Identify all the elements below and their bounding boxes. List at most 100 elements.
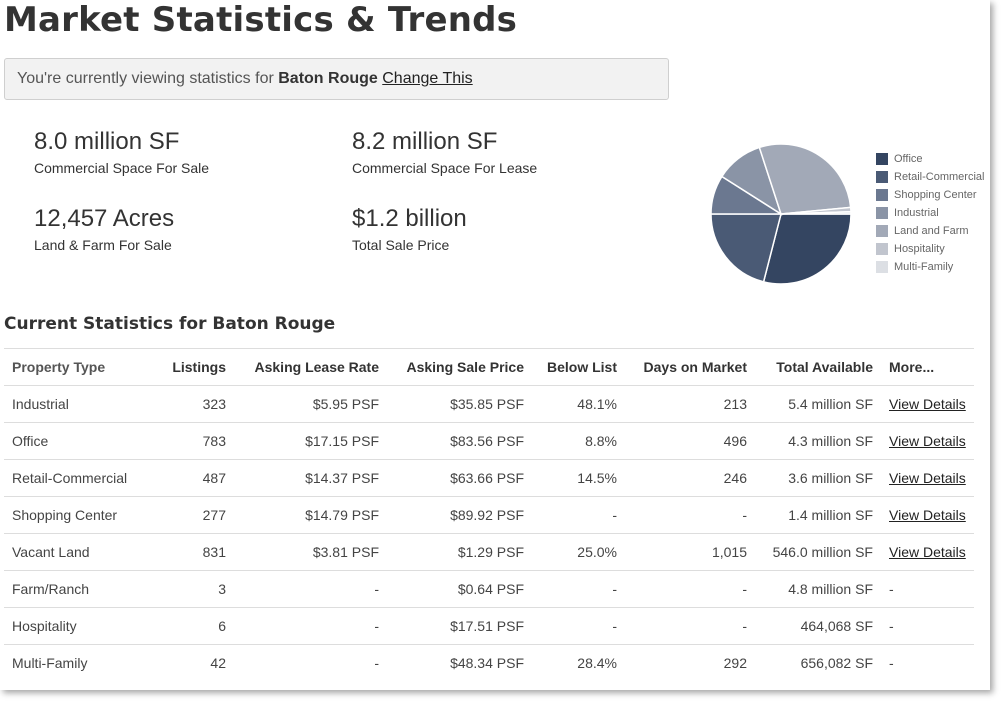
col-asking-lease-rate: Asking Lease Rate [234,348,387,386]
cell-more: - [881,570,974,608]
cell-asking-lease-rate: $5.95 PSF [234,385,387,423]
cell-asking-lease-rate: $14.37 PSF [234,459,387,497]
cell-days-on-market: - [625,570,755,608]
legend-swatch [876,225,888,237]
view-details-link[interactable]: View Details [889,470,966,486]
change-location-link[interactable]: Change This [382,70,473,87]
property-type-pie-chart [710,143,852,285]
cell-days-on-market: 292 [625,644,755,681]
stat-value: 8.0 million SF [34,128,180,155]
cell-below-list: - [532,570,625,608]
cell-total-available: 1.4 million SF [755,496,881,534]
table-row: Vacant Land 831 $3.81 PSF $1.29 PSF 25.0% 1,0… [4,533,974,571]
legend-swatch [876,189,888,201]
cell-asking-sale-price: $63.66 PSF [387,459,532,497]
stat-value: 8.2 million SF [352,128,498,155]
view-details-link[interactable]: View Details [889,544,966,560]
statistics-table: Property Type Listings Asking Lease Rate… [4,348,974,681]
cell-more: View Details [881,496,974,534]
cell-total-available: 5.4 million SF [755,385,881,423]
view-details-link[interactable]: View Details [889,433,966,449]
legend-item: Shopping Center [876,186,984,204]
cell-property-type: Hospitality [4,607,150,645]
cell-total-available: 546.0 million SF [755,533,881,571]
cell-property-type: Farm/Ranch [4,570,150,608]
stat-total-sale-price: $1.2 billion Total Sale Price [352,205,467,253]
cell-asking-lease-rate: $3.81 PSF [234,533,387,571]
cell-total-available: 464,068 SF [755,607,881,645]
cell-asking-sale-price: $83.56 PSF [387,422,532,460]
cell-total-available: 656,082 SF [755,644,881,681]
pie-slice-retail-commercial [710,213,782,283]
location-prefix: You're currently viewing statistics for [17,70,274,87]
table-row: Retail-Commercial 487 $14.37 PSF $63.66 PSF… [4,459,974,497]
cell-asking-sale-price: $89.92 PSF [387,496,532,534]
cell-property-type: Multi-Family [4,644,150,681]
table-body: Industrial 323 $5.95 PSF $35.85 PSF 48.1% 213… [4,385,974,681]
legend-label: Shopping Center [894,189,977,201]
cell-asking-lease-rate: $14.79 PSF [234,496,387,534]
stat-for-lease: 8.2 million SF Commercial Space For Leas… [352,128,537,176]
cell-asking-sale-price: $35.85 PSF [387,385,532,423]
cell-asking-lease-rate: - [234,607,387,645]
table-row: Shopping Center 277 $14.79 PSF $89.92 PSF - -… [4,496,974,534]
col-days-on-market: Days on Market [625,348,755,386]
col-total-available: Total Available [755,348,881,386]
cell-listings: 6 [150,607,234,645]
legend-item: Industrial [876,204,984,222]
section-title: Current Statistics for Baton Rouge [4,314,336,334]
legend-label: Multi-Family [894,261,954,273]
legend-item: Land and Farm [876,222,984,240]
legend-item: Retail-Commercial [876,168,984,186]
table-row: Industrial 323 $5.95 PSF $35.85 PSF 48.1% 213… [4,385,974,423]
cell-property-type: Industrial [4,385,150,423]
cell-asking-sale-price: $17.51 PSF [387,607,532,645]
cell-asking-sale-price: $1.29 PSF [387,533,532,571]
cell-below-list: 25.0% [532,533,625,571]
cell-listings: 783 [150,422,234,460]
legend-swatch [876,207,888,219]
col-more: More... [881,348,974,386]
stat-value: $1.2 billion [352,205,467,232]
location-city: Baton Rouge [278,70,378,87]
legend-swatch [876,261,888,273]
cell-total-available: 4.8 million SF [755,570,881,608]
cell-listings: 323 [150,385,234,423]
cell-asking-lease-rate: - [234,570,387,608]
legend-label: Hospitality [894,243,945,255]
pie-slice-office [762,213,852,285]
cell-more: View Details [881,533,974,571]
cell-below-list: 8.8% [532,422,625,460]
stat-label: Total Sale Price [352,237,450,253]
cell-total-available: 4.3 million SF [755,422,881,460]
cell-total-available: 3.6 million SF [755,459,881,497]
table-row: Hospitality 6- $17.51 PSF - -464,068 SF - [4,607,974,645]
cell-listings: 42 [150,644,234,681]
cell-days-on-market: - [625,607,755,645]
table-row: Office 783 $17.15 PSF $83.56 PSF 8.8% 496 4.3 … [4,422,974,460]
cell-property-type: Office [4,422,150,460]
col-property-type: Property Type [4,348,150,386]
legend-swatch [876,171,888,183]
col-below-list: Below List [532,348,625,386]
legend-label: Land and Farm [894,225,969,237]
table-row: Multi-Family 42- $48.34 PSF 28.4% 292 656,082… [4,644,974,681]
legend-label: Office [894,153,923,165]
cell-listings: 277 [150,496,234,534]
cell-listings: 831 [150,533,234,571]
cell-property-type: Shopping Center [4,496,150,534]
view-details-link[interactable]: View Details [889,507,966,523]
cell-property-type: Vacant Land [4,533,150,571]
cell-asking-lease-rate: - [234,644,387,681]
pie-slice-multi-family [780,211,852,215]
stat-label: Commercial Space For Sale [34,160,210,176]
legend-label: Retail-Commercial [894,171,985,183]
cell-days-on-market: - [625,496,755,534]
pie-slice-land-and-farm [758,143,852,215]
view-details-link[interactable]: View Details [889,396,966,412]
col-listings: Listings [150,348,234,386]
legend-item: Office [876,150,984,168]
market-stats-panel: Market Statistics & Trends You're curren… [4,0,985,681]
legend-label: Industrial [894,207,939,219]
legend-item: Multi-Family [876,258,984,276]
